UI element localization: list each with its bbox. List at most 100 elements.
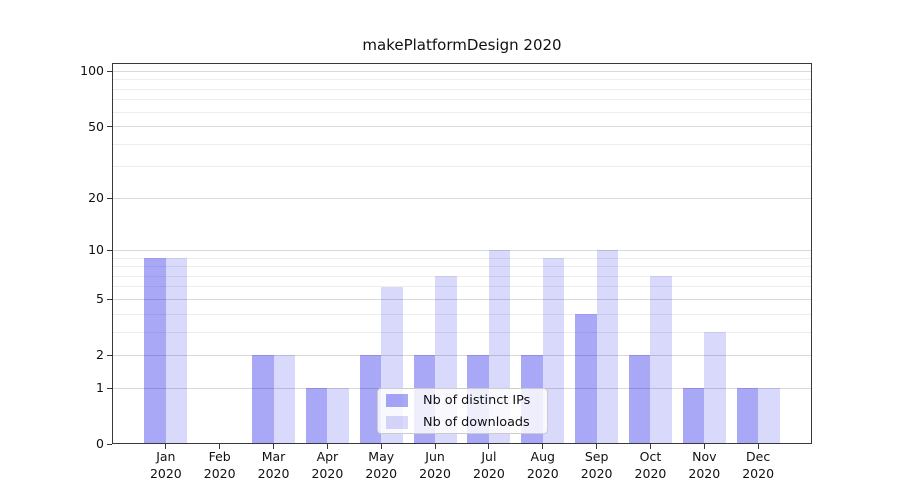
legend-swatch-downloads: [386, 415, 408, 429]
minor-gridline: [112, 99, 812, 101]
x-tick-month: Dec: [746, 449, 771, 464]
y-tick-label: 10: [88, 242, 104, 258]
bar-downloads: [273, 355, 296, 444]
x-tick-year: 2020: [311, 465, 344, 481]
x-tick-mark: [703, 444, 705, 449]
legend-entry-downloads: Nb of downloads: [386, 415, 539, 430]
x-tick-month: Jul: [481, 449, 497, 464]
x-tick-label: Aug 2020: [511, 449, 575, 482]
x-tick-label: Feb 2020: [188, 449, 252, 482]
major-gridline: [112, 197, 812, 199]
x-tick-label: Jul 2020: [457, 449, 521, 482]
bar-downloads: [596, 250, 619, 444]
bar-downloads: [758, 388, 780, 444]
x-tick-label: Sep 2020: [565, 449, 629, 482]
legend-label-distinct-ips: Nb of distinct IPs: [423, 392, 531, 408]
minor-gridline: [112, 331, 812, 333]
x-tick-label: Nov 2020: [672, 449, 736, 482]
minor-gridline: [112, 79, 812, 81]
bar-distinct-ips: [252, 355, 274, 444]
x-tick-month: Mar: [261, 449, 286, 464]
x-tick-year: 2020: [203, 465, 236, 481]
major-gridline: [112, 249, 812, 251]
major-gridline: [112, 70, 812, 72]
x-tick-label: Jan 2020: [134, 449, 198, 482]
x-tick-mark: [434, 444, 436, 449]
y-tick-label: 20: [88, 190, 104, 206]
bar-distinct-ips: [144, 258, 166, 444]
x-tick-month: Jan: [156, 449, 176, 464]
minor-gridline: [112, 143, 812, 145]
minor-gridline: [112, 111, 812, 113]
x-tick-year: 2020: [742, 465, 775, 481]
plot-area: [112, 63, 812, 444]
x-tick-year: 2020: [149, 465, 182, 481]
x-tick-mark: [649, 444, 651, 449]
legend-label-downloads: Nb of downloads: [423, 414, 530, 430]
x-tick-mark: [165, 444, 167, 449]
x-tick-mark: [596, 444, 598, 449]
x-tick-month: Sep: [584, 449, 609, 464]
x-tick-month: May: [368, 449, 395, 464]
x-tick-mark: [542, 444, 544, 449]
bar-downloads: [650, 276, 672, 444]
x-tick-mark: [488, 444, 490, 449]
bar-downloads: [327, 388, 349, 444]
bar-distinct-ips: [305, 388, 328, 444]
x-tick-month: Aug: [530, 449, 555, 464]
y-tick-label: 50: [88, 118, 104, 134]
bar-distinct-ips: [682, 388, 705, 444]
minor-gridline: [112, 266, 812, 268]
x-tick-year: 2020: [634, 465, 667, 481]
y-tick-label: 2: [96, 347, 104, 363]
minor-gridline: [112, 88, 812, 90]
x-tick-mark: [326, 444, 328, 449]
bar-distinct-ips: [628, 355, 651, 444]
major-gridline: [112, 354, 812, 356]
x-tick-month: Apr: [316, 449, 339, 464]
y-tick-mark: [107, 443, 112, 445]
x-tick-year: 2020: [257, 465, 290, 481]
x-tick-month: Jun: [425, 449, 445, 464]
legend-entry-distinct-ips: Nb of distinct IPs: [386, 393, 539, 408]
y-tick-label: 5: [96, 291, 104, 307]
chart-title: makePlatformDesign 2020: [362, 36, 562, 54]
x-tick-label: Oct 2020: [618, 449, 682, 482]
y-tick-mark: [107, 249, 112, 251]
x-tick-label: Apr 2020: [295, 449, 359, 482]
x-tick-year: 2020: [365, 465, 398, 481]
y-tick-mark: [107, 354, 112, 356]
minor-gridline: [112, 275, 812, 277]
x-tick-label: Mar 2020: [242, 449, 306, 482]
y-tick-label: 100: [80, 63, 104, 79]
y-tick-mark: [107, 126, 112, 128]
bar-distinct-ips: [736, 388, 759, 444]
x-tick-year: 2020: [419, 465, 451, 481]
y-tick-mark: [107, 197, 112, 199]
y-tick-mark: [107, 387, 112, 389]
minor-gridline: [112, 166, 812, 168]
y-tick-label: 0: [96, 436, 104, 451]
major-gridline: [112, 126, 812, 128]
legend: Nb of distinct IPs Nb of downloads: [377, 388, 548, 434]
x-tick-month: Feb: [208, 449, 231, 464]
y-tick-mark: [107, 298, 112, 300]
x-tick-year: 2020: [688, 465, 721, 481]
x-tick-label: Jun 2020: [403, 449, 467, 482]
x-tick-mark: [757, 444, 759, 449]
minor-gridline: [112, 257, 812, 259]
x-tick-label: Dec 2020: [726, 449, 790, 482]
x-tick-mark: [219, 444, 221, 449]
x-tick-year: 2020: [580, 465, 613, 481]
bar-distinct-ips: [575, 314, 597, 444]
x-tick-year: 2020: [526, 465, 559, 481]
legend-swatch-distinct-ips: [386, 393, 408, 407]
x-tick-label: May 2020: [349, 449, 413, 482]
bar-distinct-ips: [359, 355, 382, 444]
minor-gridline: [112, 313, 812, 315]
y-tick-label: 1: [96, 380, 104, 396]
x-tick-mark: [380, 444, 382, 449]
x-tick-month: Oct: [639, 449, 662, 464]
y-tick-mark: [107, 70, 112, 72]
